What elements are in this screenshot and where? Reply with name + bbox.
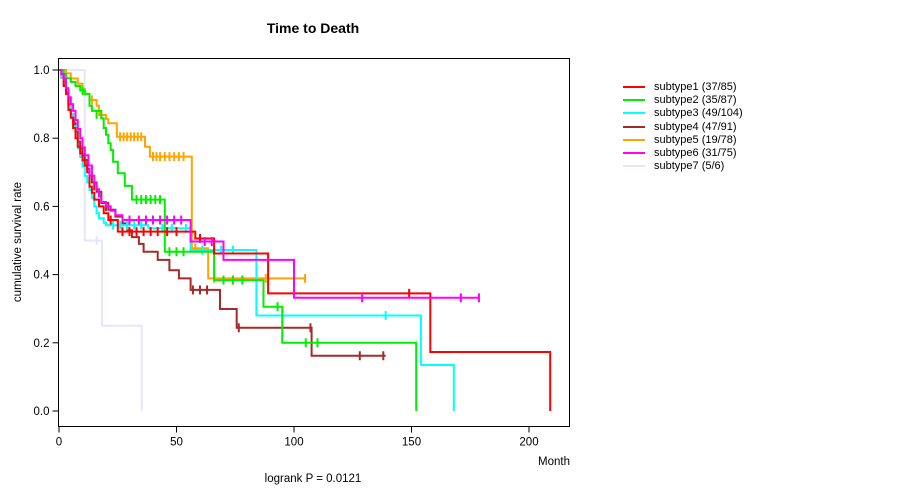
legend-label-subtype1: subtype1 (37/85) — [654, 80, 737, 93]
y-tick-label: 1.0 — [34, 65, 50, 77]
x-axis-label: Month — [538, 456, 570, 468]
plot-box — [58, 58, 570, 427]
legend-item: subtype7 (5/6) — [623, 160, 743, 173]
legend-item: subtype1 (37/85) — [623, 80, 743, 93]
y-tick-label: 0.0 — [34, 406, 50, 418]
legend-label-subtype6: subtype6 (31/75) — [654, 147, 737, 160]
plot-title: Time to Death — [266, 20, 360, 36]
y-tick-label: 0.4 — [34, 270, 51, 282]
legend-label-subtype3: subtype3 (49/104) — [654, 107, 743, 120]
legend-label-subtype2: subtype2 (35/87) — [654, 93, 737, 106]
x-tick-label: 50 — [170, 437, 183, 449]
y-axis-label: cumulative survival rate — [12, 181, 24, 303]
legend-item: subtype2 (35/87) — [623, 93, 743, 106]
legend-item: subtype3 (49/104) — [623, 107, 743, 120]
logrank-annotation: logrank P = 0.0121 — [264, 473, 362, 485]
x-tick-label: 0 — [56, 437, 62, 449]
x-tick-label: 100 — [284, 437, 303, 449]
legend-swatch-subtype3 — [623, 112, 645, 115]
legend-item: subtype6 (31/75) — [623, 146, 743, 159]
x-tick-label: 150 — [402, 437, 421, 449]
survival-curve-subtype7 — [59, 69, 143, 411]
legend-item: subtype5 (19/78) — [623, 133, 743, 146]
legend-label-subtype5: subtype5 (19/78) — [654, 133, 737, 146]
y-tick-label: 0.6 — [34, 201, 50, 213]
legend-swatch-subtype1 — [623, 85, 645, 88]
y-tick-label: 0.8 — [34, 133, 50, 145]
y-tick-label: 0.2 — [34, 338, 50, 350]
legend: subtype1 (37/85) subtype2 (35/87) subtyp… — [623, 80, 743, 173]
survival-curve-subtype5 — [59, 69, 306, 280]
legend-swatch-subtype6 — [623, 152, 645, 155]
legend-label-subtype7: subtype7 (5/6) — [654, 160, 725, 173]
survival-curve-subtype3 — [59, 69, 455, 411]
survival-curve-subtype2 — [59, 69, 418, 411]
x-tick-label: 200 — [519, 437, 538, 449]
legend-swatch-subtype2 — [623, 98, 645, 101]
legend-label-subtype4: subtype4 (47/91) — [654, 120, 737, 133]
legend-swatch-subtype5 — [623, 138, 645, 141]
legend-swatch-subtype7 — [623, 165, 645, 168]
survival-curve-subtype1 — [59, 69, 552, 411]
legend-swatch-subtype4 — [623, 125, 645, 128]
survival-curve-subtype6 — [59, 69, 480, 299]
legend-item: subtype4 (47/91) — [623, 120, 743, 133]
